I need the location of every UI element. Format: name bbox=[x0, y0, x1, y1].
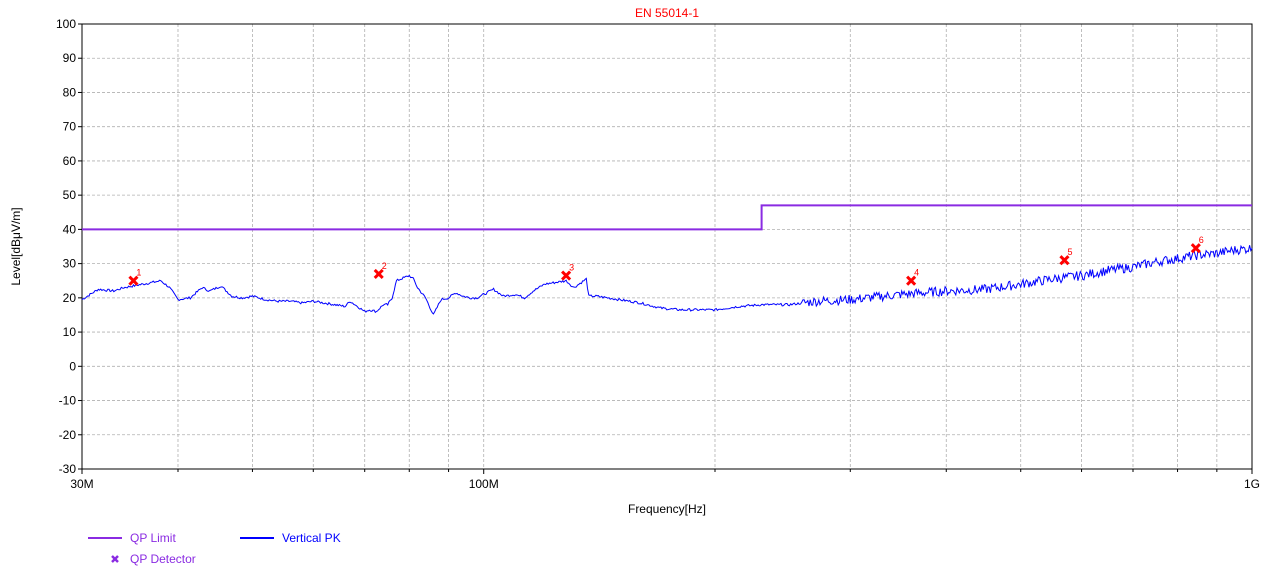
plot-frame bbox=[81, 23, 1253, 470]
y-axis-title: Level[dBμV/m] bbox=[9, 207, 23, 285]
qp-detector-marker: 4 bbox=[906, 268, 919, 286]
legend-swatch bbox=[111, 555, 119, 563]
y-tick-label: 30 bbox=[63, 257, 77, 271]
series-layer bbox=[81, 204, 1253, 315]
marker-label: 2 bbox=[382, 261, 387, 271]
y-tick-label: 100 bbox=[56, 17, 76, 31]
y-tick-label: 60 bbox=[63, 154, 77, 168]
y-tick-label: -30 bbox=[59, 462, 77, 476]
legend-item: QP Detector bbox=[111, 552, 196, 566]
legend-item: QP Limit bbox=[88, 531, 176, 545]
marker-x-stroke bbox=[128, 275, 139, 286]
marker-label: 3 bbox=[569, 263, 574, 273]
marker-label: 4 bbox=[914, 268, 919, 278]
marker-label: 5 bbox=[1067, 247, 1072, 257]
qp-detector-marker: 1 bbox=[128, 268, 141, 286]
y-tick-label: 0 bbox=[69, 359, 76, 373]
marker-layer: 1 2 3 4 5 6 bbox=[128, 235, 1204, 286]
y-tick-label: 40 bbox=[63, 222, 77, 236]
marker-x-stroke bbox=[1059, 255, 1070, 266]
y-tick-label: 90 bbox=[63, 51, 77, 65]
x-tick-label: 100M bbox=[469, 477, 499, 491]
y-tick-label: -10 bbox=[59, 394, 77, 408]
x-tick-label: 30M bbox=[70, 477, 93, 491]
legend-item: Vertical PK bbox=[240, 531, 341, 545]
y-tick-label: -20 bbox=[59, 428, 77, 442]
series-line-qp-limit bbox=[82, 204, 1252, 231]
y-tick-label: 80 bbox=[63, 85, 77, 99]
qp-detector-marker: 3 bbox=[561, 263, 574, 281]
series-line-vertical-pk bbox=[81, 244, 1253, 315]
marker-x-stroke bbox=[906, 275, 917, 286]
x-axis-title: Frequency[Hz] bbox=[628, 502, 706, 516]
y-tick-label: 70 bbox=[63, 120, 77, 134]
chart-title: EN 55014-1 bbox=[635, 6, 699, 20]
marker-x-stroke bbox=[1190, 243, 1201, 254]
y-tick-label: 20 bbox=[63, 291, 77, 305]
legend-label: Vertical PK bbox=[282, 531, 341, 545]
qp-detector-marker: 2 bbox=[373, 261, 387, 279]
legend: QP Limit Vertical PK QP Detector bbox=[88, 531, 341, 566]
legend-label: QP Limit bbox=[130, 531, 176, 545]
qp-detector-marker: 5 bbox=[1059, 247, 1072, 266]
legend-label: QP Detector bbox=[130, 552, 196, 566]
marker-x-stroke bbox=[561, 270, 572, 281]
marker-label: 6 bbox=[1199, 235, 1204, 245]
qp-detector-marker: 6 bbox=[1190, 235, 1204, 254]
y-tick-label: 10 bbox=[63, 325, 77, 339]
marker-x-stroke bbox=[373, 268, 384, 279]
marker-label: 1 bbox=[136, 268, 141, 278]
y-tick-label: 50 bbox=[63, 188, 77, 202]
x-tick-label: 1G bbox=[1244, 477, 1260, 491]
x-axis-ticks: 30M 100M 1G bbox=[70, 469, 1260, 491]
